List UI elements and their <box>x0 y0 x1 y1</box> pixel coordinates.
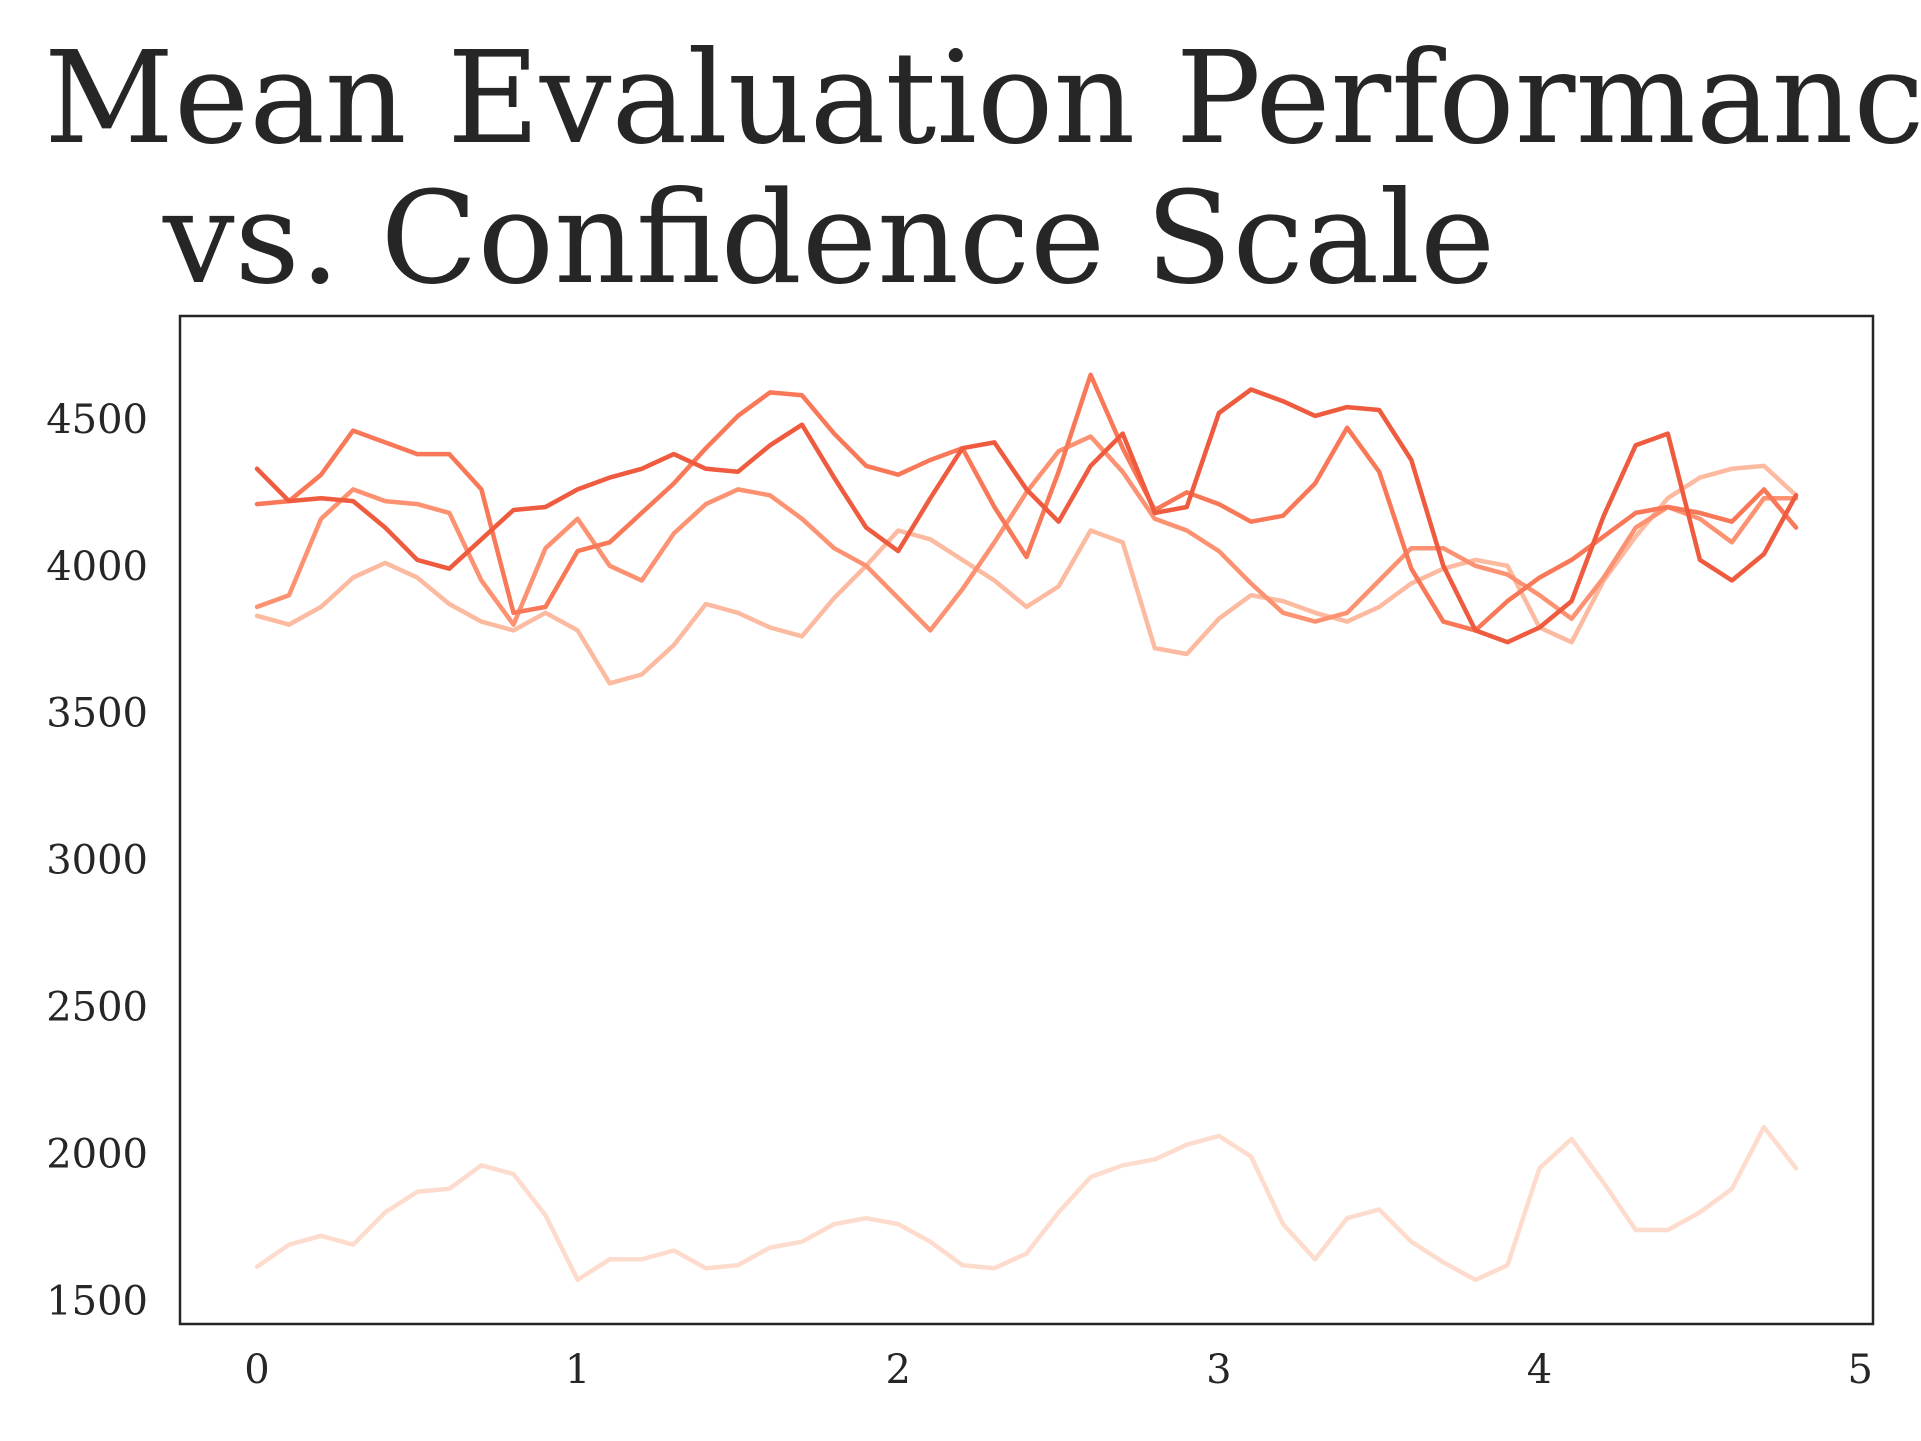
y-tick-label: 4500 <box>46 397 148 443</box>
series-line-1 <box>254 1124 1799 1283</box>
series-layer <box>254 372 1799 1283</box>
x-tick-label: 2 <box>885 1347 910 1393</box>
x-tick-label: 4 <box>1527 1347 1552 1393</box>
y-tick-label: 4000 <box>46 544 148 590</box>
series-line-4 <box>254 372 1799 633</box>
series-line-2 <box>254 463 1799 686</box>
y-tick-label: 2500 <box>46 985 148 1031</box>
x-axis: 0 1 2 3 4 5 <box>244 1347 1873 1393</box>
x-tick-label: 0 <box>244 1347 269 1393</box>
plot-area-frame <box>178 314 1875 1326</box>
y-tick-label: 1500 <box>46 1279 148 1325</box>
y-axis: 1500 2000 2500 3000 3500 4000 4500 <box>46 397 148 1325</box>
y-tick-label: 3000 <box>46 838 148 884</box>
x-tick-label: 1 <box>565 1347 590 1393</box>
chart-title: Mean Evaluation Performance vs. Confiden… <box>44 24 1921 312</box>
y-tick-label: 3500 <box>46 691 148 737</box>
x-tick-label: 3 <box>1206 1347 1231 1393</box>
chart-title-line-2: vs. Confidence Scale <box>162 164 1495 312</box>
chart-title-line-1: Mean Evaluation Performance <box>44 24 1921 172</box>
x-tick-label: 5 <box>1847 1347 1872 1393</box>
series-line-5 <box>254 387 1799 645</box>
y-tick-label: 2000 <box>46 1132 148 1178</box>
